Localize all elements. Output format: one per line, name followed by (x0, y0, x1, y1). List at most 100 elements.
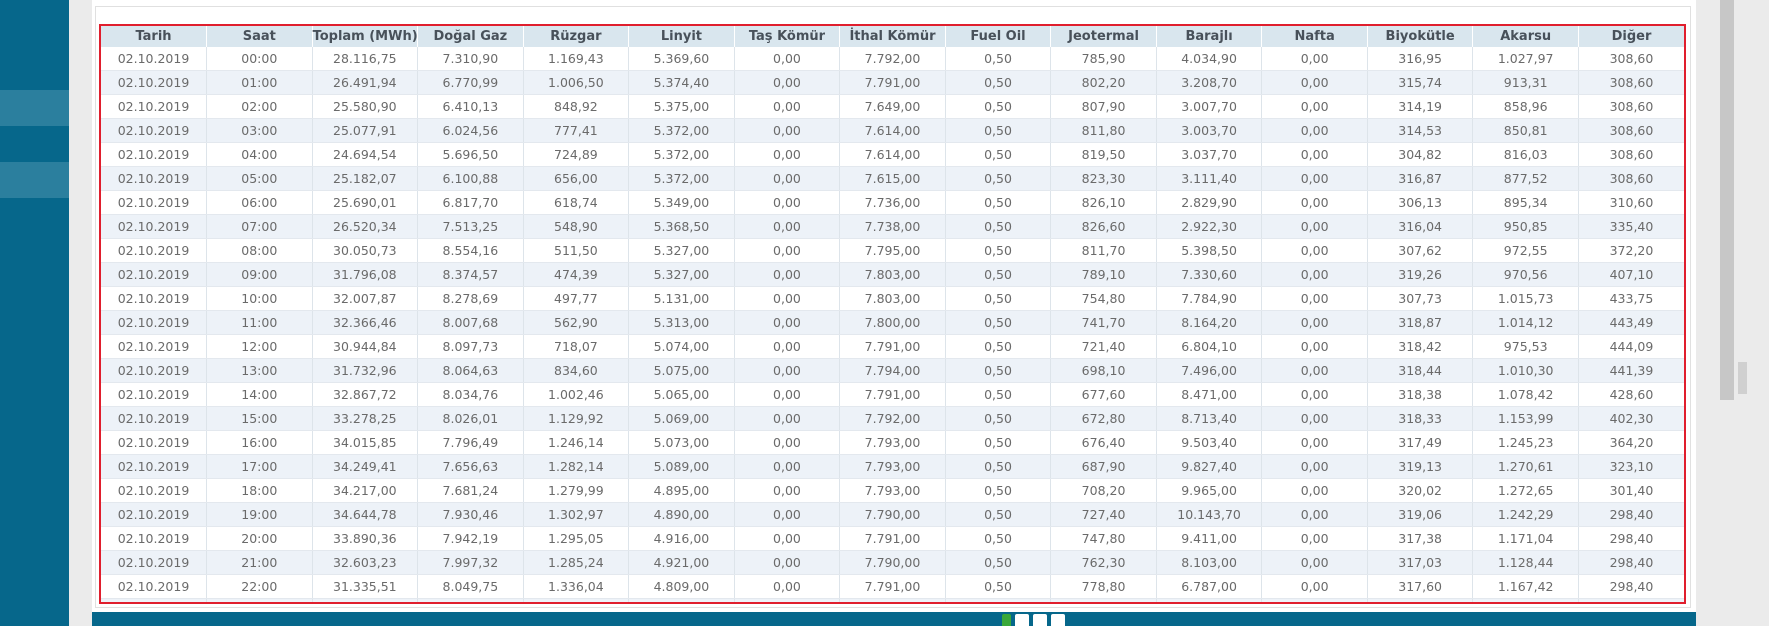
table-cell: 02.10.2019 (101, 166, 208, 191)
table-cell: 721,40 (1050, 334, 1157, 359)
table-cell: 8.026,01 (417, 406, 524, 431)
table-cell: 913,31 (1472, 70, 1579, 95)
column-header[interactable]: Taş Kömür (734, 26, 841, 47)
column-header[interactable]: İthal Kömür (839, 26, 946, 47)
table-cell: 364,20 (1578, 430, 1684, 455)
table-cell: 4.034,90 (1156, 47, 1263, 71)
scroll-thumb[interactable] (1738, 362, 1747, 394)
table-cell: 777,41 (523, 118, 630, 143)
table-cell: 0,00 (1261, 47, 1368, 71)
table-cell: 718,07 (523, 334, 630, 359)
table-row: 02.10.201923:0029.412,957.226,011.391,26… (101, 598, 1684, 602)
table-cell: 0,00 (1261, 70, 1368, 95)
table-cell: 02.10.2019 (101, 286, 208, 311)
column-header[interactable]: Nafta (1261, 26, 1368, 47)
table-cell: 1.302,97 (523, 502, 630, 527)
table-cell: 0,00 (1261, 262, 1368, 287)
table-row: 02.10.2019 19:00 34.644,78 7.930,46 1.302,97… (101, 502, 1684, 527)
table-cell: 308,60 (1578, 47, 1684, 71)
table-cell: 319,13 (1367, 454, 1474, 479)
table-cell: 848,92 (523, 94, 630, 119)
table-cell: 0,50 (945, 47, 1052, 71)
column-header[interactable]: Jeotermal (1050, 26, 1157, 47)
column-header[interactable]: Saat (206, 26, 313, 47)
column-header[interactable]: Barajlı (1156, 26, 1263, 47)
table-cell: 4.895,00 (628, 478, 735, 503)
table-cell: 9.827,40 (1156, 454, 1263, 479)
table-cell: 335,40 (1578, 214, 1684, 239)
table-cell: 443,49 (1578, 310, 1684, 335)
table-cell: 372,20 (1578, 238, 1684, 263)
table-cell: 25.077,91 (312, 118, 419, 143)
column-header[interactable]: Doğal Gaz (417, 26, 524, 47)
table-cell: 823,30 (1050, 166, 1157, 191)
table-cell: 3.111,40 (1156, 166, 1263, 191)
table-cell: 474,39 (523, 262, 630, 287)
table-cell: 4.921,00 (628, 550, 735, 575)
table-cell: 7.794,00 (839, 358, 946, 383)
table-row: 02.10.2019 07:00 26.520,34 7.513,25 548,90 5.… (101, 214, 1684, 239)
table-cell: 1.242,29 (1472, 502, 1579, 527)
table-cell: 19:00 (206, 502, 313, 527)
table-cell: 0,50 (945, 502, 1052, 527)
table-row: 02.10.2019 22:00 31.335,51 8.049,75 1.336,04… (101, 574, 1684, 599)
table-cell: 0,50 (945, 214, 1052, 239)
excel-icon[interactable] (1002, 614, 1011, 626)
table-cell: 14:00 (206, 382, 313, 407)
table-cell: 1.285,24 (523, 550, 630, 575)
table-cell: 319,06 (1367, 502, 1474, 527)
table-container (95, 6, 1691, 608)
column-header[interactable]: Toplam (MWh) (312, 26, 419, 47)
table-cell: 20:00 (206, 526, 313, 551)
table-cell: 25.690,01 (312, 190, 419, 215)
column-header[interactable]: Linyit (628, 26, 735, 47)
table-cell: 301,40 (1578, 478, 1684, 503)
table-cell: 7.615,00 (839, 166, 946, 191)
table-cell: 0,50 (945, 382, 1052, 407)
table-cell: 316,95 (1367, 47, 1474, 71)
table-cell: 972,55 (1472, 238, 1579, 263)
table-cell: 13:00 (206, 358, 313, 383)
table-cell: 33.278,25 (312, 406, 419, 431)
pdf-icon[interactable] (1051, 614, 1065, 626)
table-cell: 6.100,88 (417, 166, 524, 191)
column-header[interactable]: Akarsu (1472, 26, 1579, 47)
table-cell: 5.327,00 (628, 238, 735, 263)
column-header[interactable]: Rüzgar (523, 26, 630, 47)
table-cell: 1.002,46 (523, 382, 630, 407)
table-cell: 1.027,97 (1472, 47, 1579, 71)
column-header[interactable]: Diğer (1578, 26, 1684, 47)
table-cell: 441,39 (1578, 358, 1684, 383)
sidebar-menu-item[interactable] (0, 162, 69, 198)
table-cell: 7.792,00 (839, 406, 946, 431)
table-cell: 7.795,00 (839, 238, 946, 263)
table-cell: 5.065,00 (628, 382, 735, 407)
table-cell: 317,60 (1367, 574, 1474, 599)
table-cell: 1.270,61 (1472, 454, 1579, 479)
table-cell: 8.097,73 (417, 334, 524, 359)
table-cell: 0,50 (945, 358, 1052, 383)
table-cell: 318,33 (1367, 406, 1474, 431)
table-cell: 308,60 (1578, 166, 1684, 191)
table-row: 02.10.2019 05:00 25.182,07 6.100,88 656,00 5.… (101, 166, 1684, 191)
table-cell: 762,30 (1050, 550, 1157, 575)
table-cell: 7.803,00 (839, 286, 946, 311)
table-cell: 0,50 (945, 310, 1052, 335)
left-sidebar (0, 0, 69, 626)
table-cell: 970,56 (1472, 262, 1579, 287)
csv-icon[interactable] (1015, 614, 1029, 626)
table-cell: 0,50 (945, 598, 1052, 602)
table-cell: 02.10.2019 (101, 142, 208, 167)
column-header[interactable]: Fuel Oil (945, 26, 1052, 47)
column-header[interactable]: Tarih (101, 26, 208, 47)
table-cell: 0,00 (1261, 502, 1368, 527)
table-cell: 8.103,00 (1156, 550, 1263, 575)
column-header[interactable]: Biyokütle (1367, 26, 1474, 47)
sidebar-menu-item[interactable] (0, 90, 69, 126)
table-cell: 0,50 (945, 118, 1052, 143)
table-cell: 02.10.2019 (101, 238, 208, 263)
table-row: 02.10.2019 03:00 25.077,91 6.024,56 777,41 5.… (101, 118, 1684, 143)
page-scrollbar[interactable] (1720, 0, 1734, 400)
xml-icon[interactable] (1033, 614, 1047, 626)
table-cell: 0,50 (945, 454, 1052, 479)
